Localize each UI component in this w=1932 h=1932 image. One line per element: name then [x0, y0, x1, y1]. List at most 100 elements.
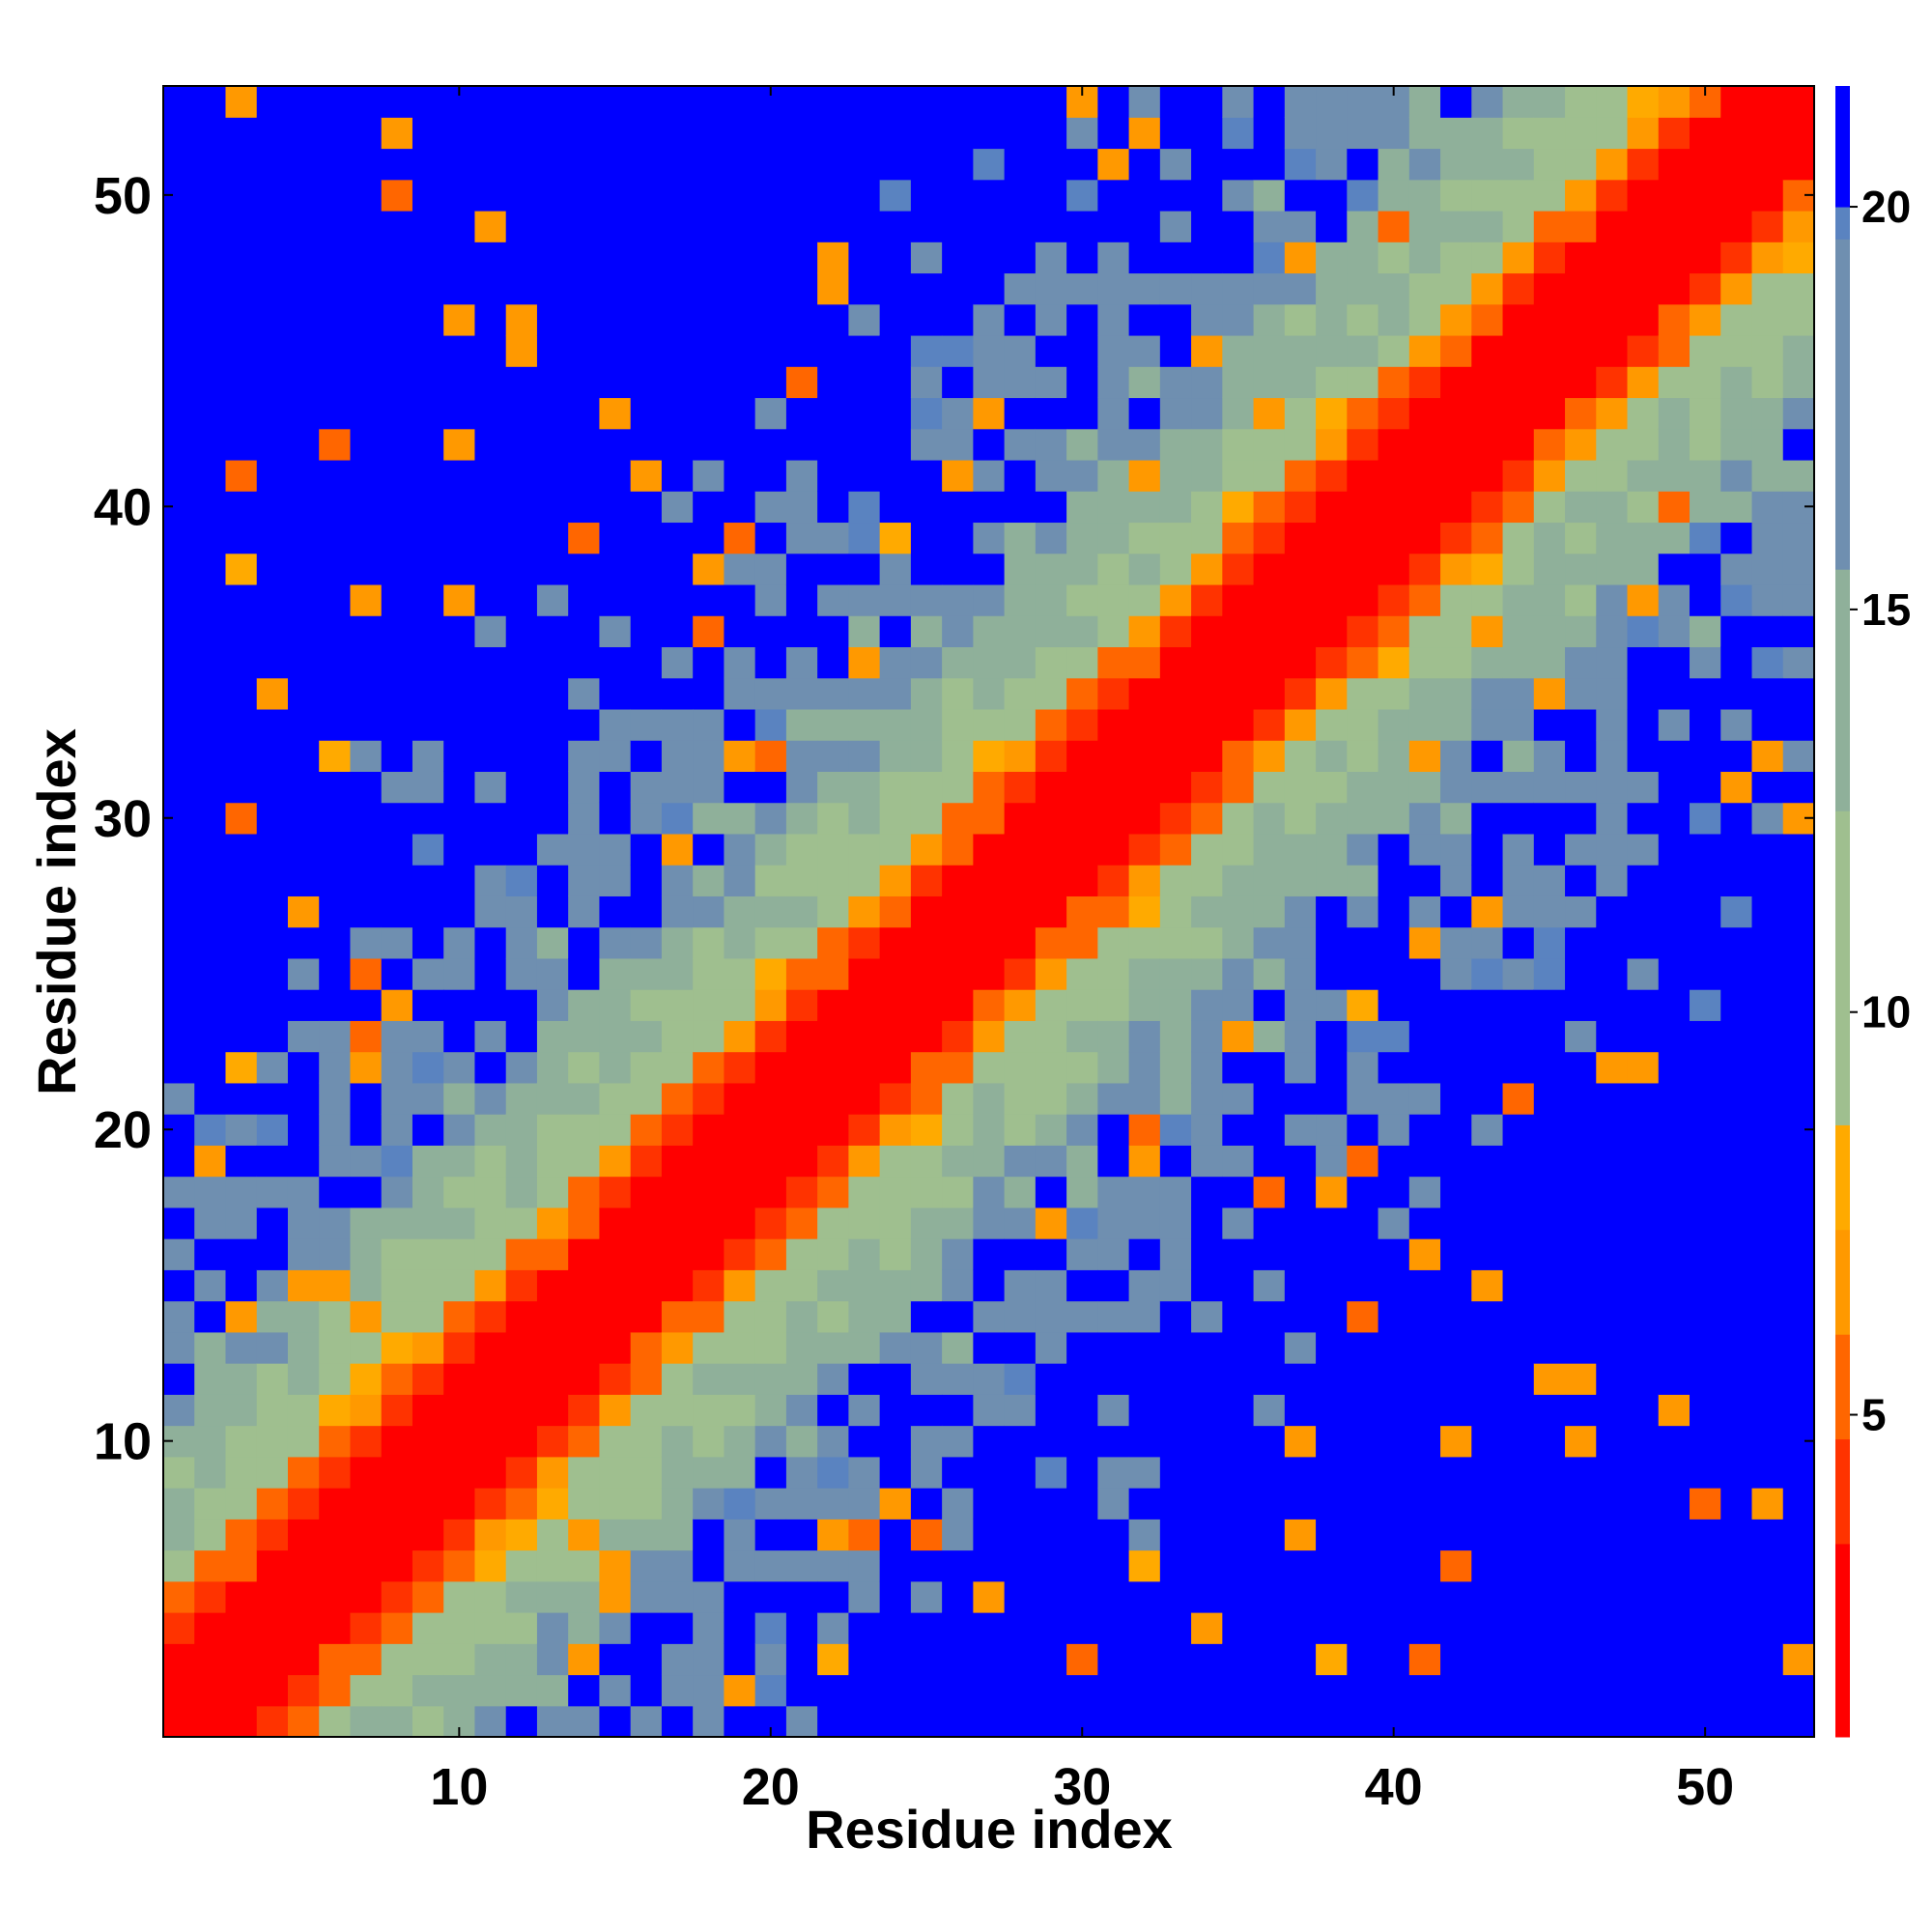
heatmap-cell: [879, 1300, 912, 1333]
heatmap-cell: [1159, 615, 1192, 648]
heatmap-cell: [1159, 428, 1192, 461]
heatmap-cell: [443, 1394, 476, 1427]
heatmap-cell: [661, 1519, 694, 1551]
heatmap-cell: [505, 1425, 538, 1458]
heatmap-cell: [350, 1082, 383, 1115]
heatmap-cell: [1565, 1051, 1597, 1084]
heatmap-cell: [693, 1300, 725, 1333]
heatmap-cell: [1253, 895, 1286, 928]
heatmap-cell: [693, 771, 725, 804]
heatmap-cell: [661, 1549, 694, 1582]
heatmap-cell: [754, 459, 787, 492]
heatmap-cell: [1253, 428, 1286, 461]
heatmap-cell: [785, 989, 818, 1021]
heatmap-cell: [724, 1363, 756, 1395]
heatmap-cell: [1658, 1207, 1690, 1239]
heatmap-cell: [1191, 740, 1223, 772]
heatmap-cell: [225, 522, 258, 554]
heatmap-cell: [1253, 833, 1286, 866]
heatmap-cell: [1471, 740, 1504, 772]
heatmap-cell: [350, 428, 383, 461]
heatmap-cell: [1066, 1456, 1098, 1489]
heatmap-cell: [287, 1456, 320, 1489]
heatmap-cell: [1658, 1456, 1690, 1489]
heatmap-cell: [1471, 1082, 1504, 1115]
heatmap-cell: [848, 366, 881, 399]
heatmap-cell: [287, 1488, 320, 1520]
heatmap-cell: [1097, 1363, 1130, 1395]
heatmap-cell: [536, 1363, 569, 1395]
heatmap-cell: [381, 1394, 413, 1427]
heatmap-cell: [1004, 1519, 1037, 1551]
heatmap-cell: [1222, 708, 1255, 741]
heatmap-cell: [693, 179, 725, 212]
heatmap-cell: [1782, 895, 1815, 928]
heatmap-cell: [661, 522, 694, 554]
heatmap-cell: [1004, 1705, 1037, 1738]
heatmap-cell: [536, 179, 569, 212]
heatmap-cell: [630, 242, 663, 274]
heatmap-cell: [693, 428, 725, 461]
heatmap-cell: [693, 1020, 725, 1053]
heatmap-cell: [1751, 677, 1784, 710]
x-tick-label: 20: [742, 1758, 800, 1816]
heatmap-cell: [1502, 926, 1535, 959]
heatmap-cell: [1471, 86, 1504, 118]
heatmap-cell: [474, 1580, 507, 1613]
heatmap-cell: [661, 1456, 694, 1489]
heatmap-cell: [1408, 1580, 1441, 1613]
heatmap-cell: [1596, 148, 1629, 181]
heatmap-cell: [1253, 1612, 1286, 1644]
heatmap-cell: [1316, 428, 1348, 461]
heatmap-cell: [505, 1674, 538, 1707]
heatmap-cell: [724, 926, 756, 959]
heatmap-cell: [1440, 740, 1472, 772]
heatmap-cell: [1690, 1488, 1721, 1520]
heatmap-cell: [163, 1394, 195, 1427]
heatmap-cell: [287, 1176, 320, 1208]
heatmap-cell: [599, 1300, 632, 1333]
heatmap-cell: [1097, 583, 1130, 616]
y-axis-label: Residue index: [26, 728, 87, 1095]
heatmap-cell: [817, 1456, 849, 1489]
heatmap-cell: [1035, 583, 1067, 616]
heatmap-cell: [163, 646, 195, 679]
heatmap-cell: [630, 366, 663, 399]
heatmap-cell: [1378, 615, 1410, 648]
heatmap-cell: [1471, 895, 1504, 928]
heatmap-cell: [163, 366, 195, 399]
heatmap-cell: [1471, 865, 1504, 896]
heatmap-cell: [287, 1300, 320, 1333]
heatmap-cell: [1627, 708, 1660, 741]
heatmap-cell: [1378, 583, 1410, 616]
heatmap-cell: [942, 210, 974, 242]
heatmap-cell: [1066, 428, 1098, 461]
heatmap-cell: [1378, 1612, 1410, 1644]
heatmap-cell: [319, 86, 352, 118]
heatmap-cell: [942, 1612, 974, 1644]
heatmap-cell: [1690, 1082, 1721, 1115]
heatmap-cell: [1596, 1549, 1629, 1582]
heatmap-cell: [381, 833, 413, 866]
heatmap-cell: [163, 1020, 195, 1053]
heatmap-cell: [287, 1425, 320, 1458]
heatmap-cell: [1627, 366, 1660, 399]
heatmap-cell: [910, 989, 943, 1021]
heatmap-cell: [661, 272, 694, 305]
heatmap-cell: [817, 1488, 849, 1520]
heatmap-cell: [1751, 1488, 1784, 1520]
heatmap-cell: [817, 1425, 849, 1458]
heatmap-cell: [1782, 1643, 1815, 1676]
heatmap-cell: [194, 86, 227, 118]
heatmap-cell: [1533, 1425, 1566, 1458]
heatmap-cell: [381, 583, 413, 616]
heatmap-cell: [1533, 210, 1566, 242]
heatmap-cell: [661, 1363, 694, 1395]
heatmap-cell: [287, 1705, 320, 1738]
heatmap-cell: [1378, 148, 1410, 181]
heatmap-cell: [536, 895, 569, 928]
heatmap-cell: [568, 1269, 601, 1302]
heatmap-cell: [536, 366, 569, 399]
heatmap-cell: [474, 1020, 507, 1053]
heatmap-cell: [785, 428, 818, 461]
